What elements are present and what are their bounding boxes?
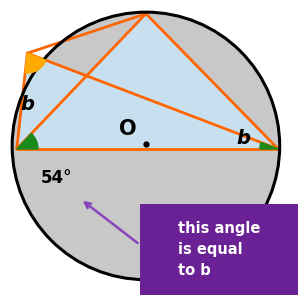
Wedge shape [25, 53, 46, 73]
Polygon shape [17, 14, 278, 149]
Polygon shape [17, 53, 278, 149]
Wedge shape [260, 143, 278, 149]
Text: b: b [236, 129, 250, 148]
Wedge shape [17, 133, 38, 149]
Text: b: b [20, 95, 34, 114]
Text: O: O [119, 119, 136, 139]
Circle shape [12, 12, 280, 280]
FancyBboxPatch shape [140, 204, 298, 295]
Text: this angle
is equal
to b: this angle is equal to b [178, 221, 260, 278]
Text: 54°: 54° [40, 169, 72, 187]
